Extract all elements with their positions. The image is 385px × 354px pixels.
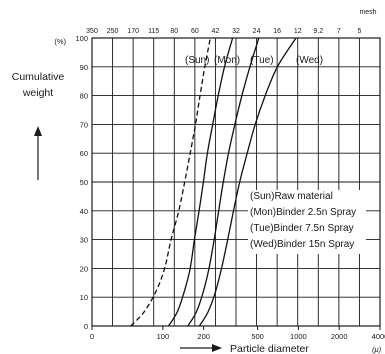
y-tick-label: 80 bbox=[80, 92, 88, 101]
curve-label-wed: (Wed) bbox=[296, 55, 323, 66]
series-line-sun bbox=[130, 37, 211, 327]
x-tick-label: 1000 bbox=[290, 332, 307, 341]
y-tick-label: 50 bbox=[80, 178, 88, 187]
mesh-tick-label: 42 bbox=[212, 28, 220, 35]
x-axis-arrow bbox=[180, 344, 222, 352]
x-tick-label: 100 bbox=[157, 332, 170, 341]
y-tick-label: 90 bbox=[80, 63, 88, 72]
mesh-tick-label: 7 bbox=[337, 28, 341, 35]
mesh-tick-label: 250 bbox=[107, 28, 119, 35]
mesh-tick-label: 16 bbox=[273, 28, 281, 35]
curve-label-mon: (Mon) bbox=[214, 55, 240, 66]
x-tick-label: 0 bbox=[90, 332, 94, 341]
series-line-mon bbox=[167, 37, 234, 327]
y-tick-label: 10 bbox=[80, 293, 88, 302]
y-tick-label: 60 bbox=[80, 149, 88, 158]
curve-label-tue: (Tue) bbox=[250, 55, 274, 66]
mesh-tick-label: 12 bbox=[294, 28, 302, 35]
y-axis-arrow bbox=[34, 126, 42, 180]
y-tick-label: 70 bbox=[80, 120, 88, 129]
x-tick-label: 2000 bbox=[331, 332, 348, 341]
mesh-tick-label: 170 bbox=[127, 28, 139, 35]
y-tick-label: 0 bbox=[84, 322, 88, 331]
plot-frame bbox=[91, 37, 381, 327]
x-tick-label: 200 bbox=[197, 332, 210, 341]
legend-entry-sun: (Sun)Raw material bbox=[250, 191, 333, 202]
y-unit-label: (%) bbox=[54, 37, 66, 46]
y-tick-label: 20 bbox=[80, 264, 88, 273]
x-tick-label: 500 bbox=[251, 332, 264, 341]
x-unit-label: (μ) bbox=[372, 345, 382, 354]
series-line-tue bbox=[187, 37, 260, 327]
mesh-tick-label: 32 bbox=[232, 28, 240, 35]
mesh-tick-label: 9.2 bbox=[313, 28, 323, 35]
mesh-tick-label: 350 bbox=[86, 28, 98, 35]
mesh-tick-label: 5 bbox=[357, 28, 361, 35]
x-axis-label: Particle diameter bbox=[230, 343, 309, 354]
y-tick-label: 100 bbox=[75, 34, 88, 43]
y-tick-label: 30 bbox=[80, 236, 88, 245]
curve-labels: (Sun) (Mon) (Tue) (Wed) bbox=[185, 55, 323, 66]
series-line-wed bbox=[198, 37, 297, 327]
mesh-tick-label: 115 bbox=[148, 28, 159, 35]
legend-entry-mon: (Mon)Binder 2.5n Spray bbox=[250, 207, 356, 218]
x-tick-label: 4000 bbox=[372, 332, 385, 341]
mesh-tick-label: 80 bbox=[170, 28, 178, 35]
legend: (Sun)Raw material (Mon)Binder 2.5n Spray… bbox=[248, 190, 366, 254]
legend-entry-tue: (Tue)Binder 7.5n Spray bbox=[250, 223, 354, 234]
y-axis-label-line-1: Cumulative bbox=[12, 71, 65, 83]
mesh-tick-label: 24 bbox=[253, 28, 261, 35]
mesh-axis-label: mesh bbox=[359, 9, 376, 16]
y-tick-label: 40 bbox=[80, 207, 88, 216]
grid bbox=[91, 37, 381, 330]
y-axis-label-line-2: weight bbox=[22, 87, 53, 99]
curve-label-sun: (Sun) bbox=[185, 55, 209, 66]
legend-entry-wed: (Wed)Binder 15n Spray bbox=[250, 239, 354, 250]
series-group bbox=[130, 37, 297, 327]
mesh-tick-label: 60 bbox=[191, 28, 199, 35]
